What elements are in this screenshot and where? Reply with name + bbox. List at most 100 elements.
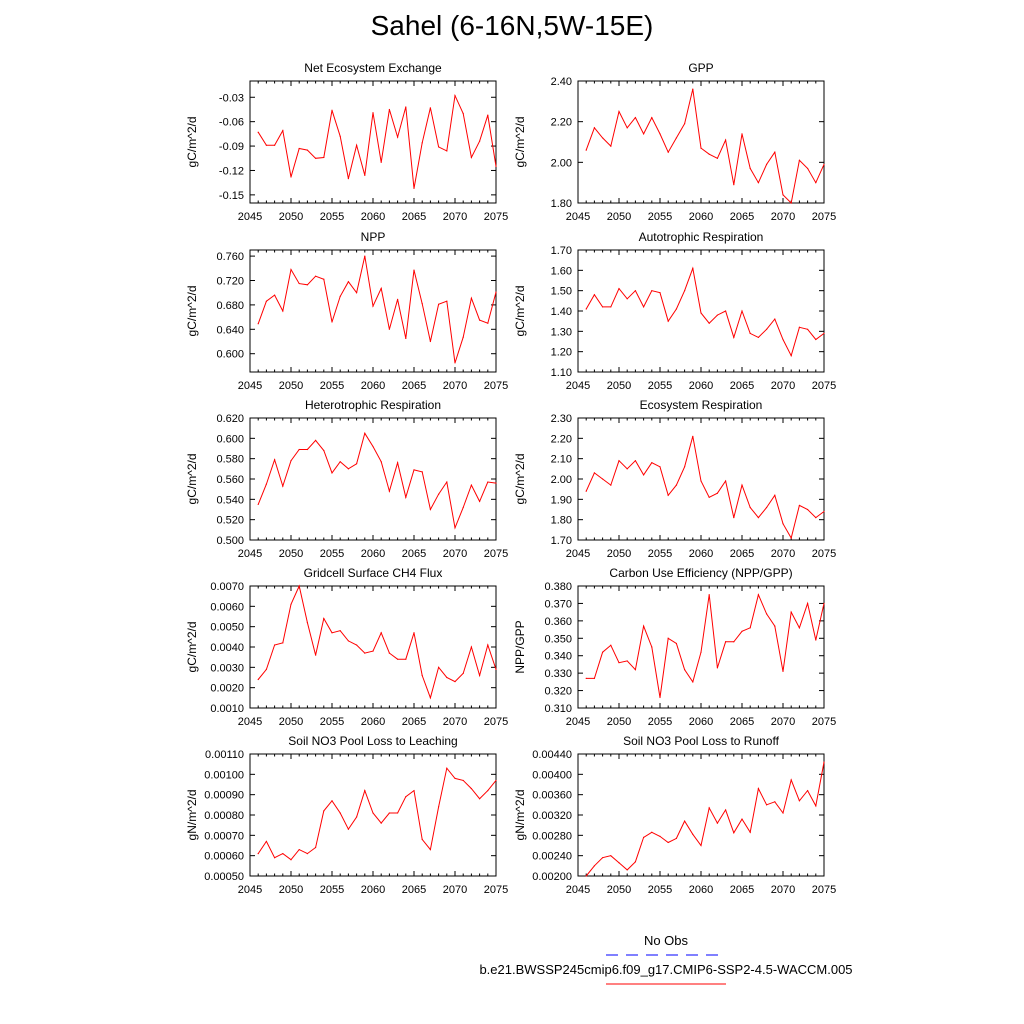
data-point [438,806,440,808]
data-point [651,290,653,292]
data-point [618,662,620,664]
plot-frame [249,249,497,373]
y-tick-label: 1.80 [551,198,572,210]
y-tick-label: 0.00240 [532,851,572,863]
data-point [684,123,686,125]
y-axis-label: gC/m^2/d [185,117,199,168]
data-point [380,822,382,824]
data-point [470,787,472,790]
data-point [323,810,325,812]
y-tick-label: 0.540 [216,494,244,506]
panel-title: Soil NO3 Pool Loss to Runoff [623,734,780,748]
data-point [807,508,809,511]
data-point [626,468,628,470]
y-axis-label: gC/m^2/d [185,454,199,505]
data-point [766,328,768,330]
page-title: Sahel (6-16N,5W-15E) [370,10,654,41]
data-point [356,644,358,646]
data-point [659,466,661,468]
data-point [716,667,719,669]
data-point [667,637,669,639]
data-point [290,460,292,462]
data-point [364,255,366,257]
x-tick-label: 2050 [607,211,631,223]
data-point [667,841,669,844]
data-point [413,790,415,792]
data-point [741,133,743,135]
plot-frame [249,753,497,877]
y-tick-label: 0.360 [544,616,572,628]
x-tick-label: 2050 [279,211,303,223]
data-point [634,460,637,462]
data-point [733,517,735,519]
data-point [725,809,727,811]
data-point [757,594,760,596]
data-point [798,504,801,507]
data-point [257,323,259,325]
x-tick-label: 2045 [566,884,590,896]
data-point [766,163,768,165]
data-point [602,137,604,139]
data-point [454,680,456,683]
data-point [643,625,645,627]
x-tick-label: 2070 [443,548,467,560]
data-point [265,144,267,146]
data-point [749,831,751,833]
y-tick-label: 1.70 [551,535,572,547]
panel-title: NPP [361,230,386,244]
data-point [716,822,719,824]
y-tick-label: 0.0060 [210,601,244,613]
y-tick-label: 2.30 [551,413,572,425]
data-point [716,314,719,316]
data-point [479,798,481,800]
data-point [470,646,472,648]
x-tick-label: 2070 [771,211,795,223]
data-point [651,462,653,464]
series-line [257,255,497,364]
plot-frame [577,80,825,204]
data-point [610,855,612,857]
x-tick-label: 2045 [566,211,590,223]
data-point [487,790,489,792]
plot-frame [249,80,497,204]
panel-8: Carbon Use Efficiency (NPP/GPP) NPP/GPP 20… [513,566,836,728]
series-line [585,762,825,877]
y-tick-label: -0.09 [219,141,244,153]
plot-frame [577,585,825,709]
data-point [798,159,801,161]
data-point [807,602,809,605]
data-point [593,127,596,129]
data-point [372,445,374,448]
x-tick-label: 2070 [443,716,467,728]
data-point [675,137,678,139]
panel-2: GPP gC/m^2/d 2045 2050 2055 2060 2065 2070 2075 1… [513,61,836,223]
data-point [290,859,292,861]
data-point [454,95,456,97]
data-point [290,268,292,271]
series-line [585,436,825,540]
x-tick-label: 2045 [238,548,262,560]
series-line [585,266,825,358]
y-tick-label: 0.0030 [210,662,244,674]
data-point [372,650,374,652]
y-tick-label: 2.20 [551,117,572,129]
data-point [487,114,489,116]
data-point [331,472,333,474]
y-tick-label: -0.06 [219,117,244,129]
x-tick-label: 2050 [279,884,303,896]
x-tick-label: 2065 [730,716,754,728]
y-tick-label: 0.380 [544,581,572,593]
x-tick-label: 2050 [607,884,631,896]
x-tick-label: 2060 [361,380,385,392]
data-point [290,603,292,605]
data-point [749,332,751,334]
data-point [315,275,317,277]
data-point [766,613,768,615]
data-point [372,112,374,114]
data-point [323,156,325,159]
panel-5: Heterotrophic Respiration gC/m^2/d 2045 205… [185,398,508,560]
data-point [700,651,702,653]
x-tick-label: 2075 [812,211,836,223]
data-point [815,182,817,184]
data-point [692,833,694,835]
